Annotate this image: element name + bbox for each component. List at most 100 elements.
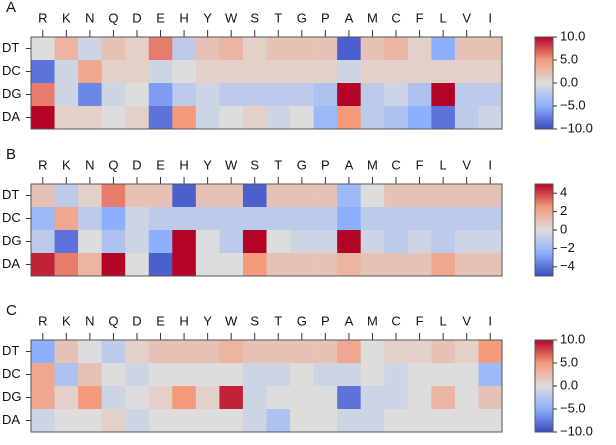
heatmap-cell bbox=[337, 106, 361, 130]
colorbar-tick-label: 0.0 bbox=[560, 377, 578, 392]
heatmap-cell bbox=[337, 184, 361, 208]
heatmap-cell bbox=[454, 386, 479, 410]
heatmap-cell bbox=[78, 207, 102, 231]
heatmap-cell bbox=[337, 60, 361, 84]
heatmap-cell bbox=[242, 340, 267, 364]
heatmap-cell bbox=[313, 207, 338, 231]
heatmap-cell bbox=[407, 83, 432, 107]
row-label: DA bbox=[2, 412, 20, 427]
heatmap-cell bbox=[54, 106, 79, 130]
heatmap-cell bbox=[195, 60, 220, 84]
heatmap-cell bbox=[407, 363, 432, 387]
heatmap-cell bbox=[78, 106, 102, 130]
heatmap-cell bbox=[337, 363, 361, 387]
heatmap-cell bbox=[148, 340, 173, 364]
heatmap-cell bbox=[266, 409, 291, 433]
heatmap-cell bbox=[195, 363, 220, 387]
column-label: R bbox=[38, 10, 47, 25]
heatmap-cell bbox=[78, 230, 102, 254]
column-label: Y bbox=[203, 313, 212, 328]
heatmap-cell bbox=[431, 184, 456, 208]
heatmap-cell bbox=[454, 37, 479, 61]
column-label: M bbox=[367, 157, 378, 172]
heatmap-cell bbox=[360, 83, 385, 107]
heatmap-cell bbox=[407, 60, 432, 84]
heatmap-cell bbox=[266, 207, 291, 231]
column-label: Q bbox=[108, 313, 118, 328]
column-label: R bbox=[38, 313, 47, 328]
column-label: D bbox=[132, 313, 141, 328]
heatmap-cell bbox=[54, 363, 79, 387]
heatmap-cell bbox=[290, 37, 314, 61]
heatmap-cell bbox=[290, 363, 314, 387]
heatmap-cell bbox=[384, 386, 409, 410]
column-label: W bbox=[225, 157, 238, 172]
colorbar-tick-label: 10.0 bbox=[560, 331, 585, 346]
column-label: C bbox=[391, 157, 400, 172]
heatmap-cell bbox=[219, 253, 244, 277]
heatmap-cell bbox=[242, 184, 267, 208]
row-label: DC bbox=[2, 63, 21, 78]
heatmap-cell bbox=[219, 230, 244, 254]
heatmap-cell bbox=[313, 37, 338, 61]
heatmap-cell bbox=[219, 106, 244, 130]
heatmap-cell bbox=[195, 253, 220, 277]
heatmap-cell bbox=[195, 184, 220, 208]
heatmap-cell bbox=[431, 37, 456, 61]
heatmap-cell bbox=[78, 37, 102, 61]
heatmap-cell bbox=[454, 184, 479, 208]
heatmap-cell bbox=[454, 340, 479, 364]
heatmap-cell bbox=[125, 230, 150, 254]
colorbar-tick-label: 10.0 bbox=[560, 28, 585, 43]
heatmap-cell bbox=[78, 83, 102, 107]
heatmap-cell bbox=[125, 386, 150, 410]
heatmap-cell bbox=[148, 83, 173, 107]
heatmap-cell bbox=[242, 207, 267, 231]
heatmap-cell bbox=[101, 60, 126, 84]
heatmap-cell bbox=[242, 37, 267, 61]
heatmap-cell bbox=[101, 106, 126, 130]
column-label: F bbox=[416, 313, 424, 328]
heatmap-cell bbox=[337, 207, 361, 231]
heatmap-cell bbox=[290, 207, 314, 231]
heatmap-cell bbox=[337, 37, 361, 61]
heatmap-cell bbox=[54, 386, 79, 410]
column-label: S bbox=[250, 157, 259, 172]
heatmap-cell bbox=[172, 386, 197, 410]
heatmap-cell bbox=[407, 409, 432, 433]
column-label: V bbox=[462, 10, 471, 25]
heatmap-cell bbox=[242, 409, 267, 433]
heatmap-cell bbox=[101, 363, 126, 387]
heatmap-cell bbox=[407, 37, 432, 61]
heatmap-cell bbox=[407, 386, 432, 410]
heatmap-cell bbox=[454, 363, 479, 387]
heatmap-cell bbox=[219, 37, 244, 61]
heatmap-cell bbox=[54, 340, 79, 364]
heatmap-frame bbox=[30, 36, 503, 130]
heatmap-cell bbox=[31, 184, 55, 208]
heatmap-cell bbox=[454, 253, 479, 277]
heatmap-cell bbox=[407, 253, 432, 277]
heatmap-cell bbox=[266, 184, 291, 208]
column-label: M bbox=[367, 10, 378, 25]
heatmap-cell bbox=[125, 207, 150, 231]
heatmap-cell bbox=[31, 340, 55, 364]
heatmap-cell bbox=[148, 184, 173, 208]
heatmap-cell bbox=[31, 409, 55, 433]
heatmap-cell bbox=[290, 230, 314, 254]
column-label: Q bbox=[108, 10, 118, 25]
heatmap-cell bbox=[242, 230, 267, 254]
heatmap-cell bbox=[195, 386, 220, 410]
heatmap-cell bbox=[195, 207, 220, 231]
colorbar-tick-label: −5.0 bbox=[560, 400, 586, 415]
heatmap-cell bbox=[31, 83, 55, 107]
heatmap-cell bbox=[360, 207, 385, 231]
heatmap-cell bbox=[478, 230, 503, 254]
heatmap-cell bbox=[148, 363, 173, 387]
column-label: N bbox=[85, 313, 94, 328]
heatmap-cell bbox=[478, 83, 503, 107]
heatmap-cell bbox=[360, 60, 385, 84]
heatmap-cell bbox=[478, 386, 503, 410]
heatmap-cell bbox=[125, 106, 150, 130]
